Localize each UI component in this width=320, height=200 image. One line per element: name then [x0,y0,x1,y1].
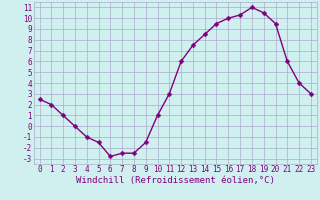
X-axis label: Windchill (Refroidissement éolien,°C): Windchill (Refroidissement éolien,°C) [76,176,275,185]
